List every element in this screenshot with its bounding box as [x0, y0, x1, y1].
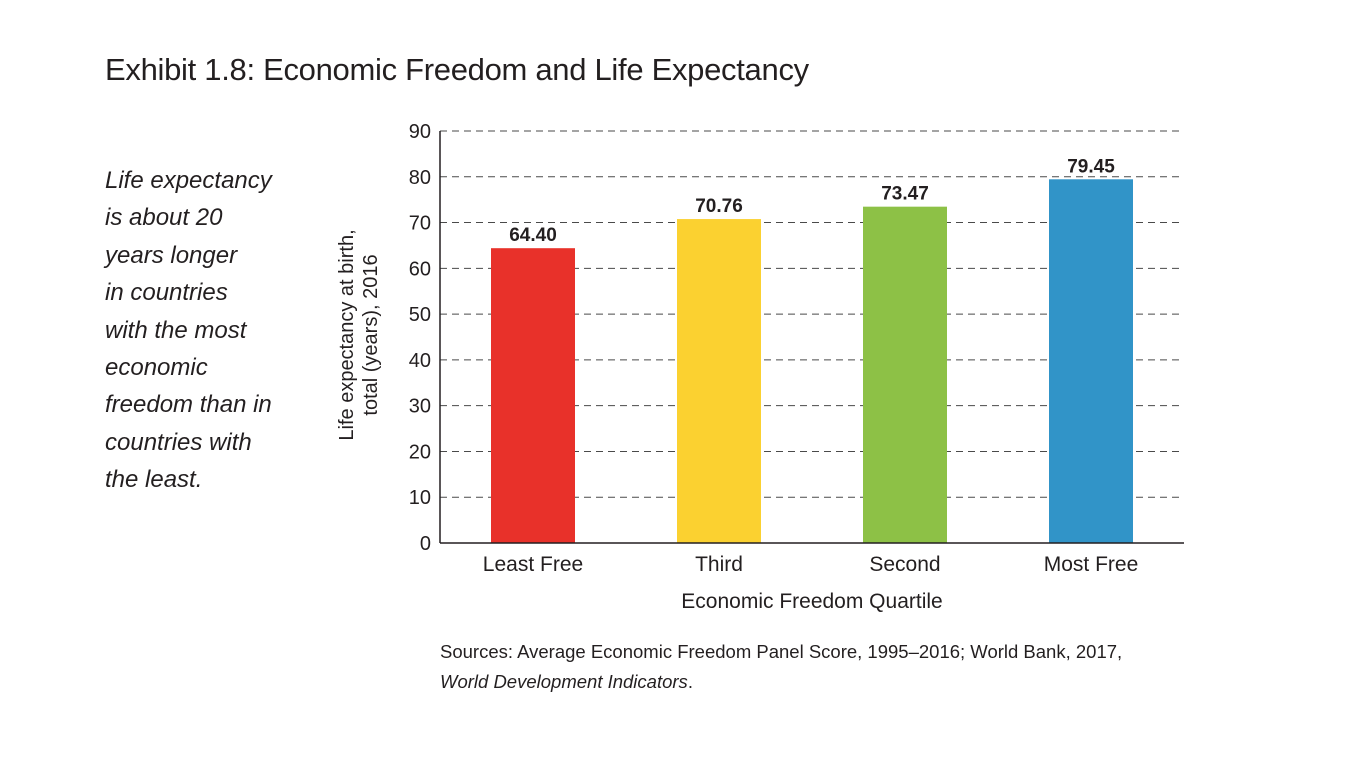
- axes: [439, 131, 1184, 544]
- y-tick-label: 70: [409, 213, 431, 235]
- caption-line: years longer: [105, 241, 238, 269]
- sources-note: Sources: Average Economic Freedom Panel …: [440, 637, 1122, 697]
- y-tick-label: 90: [409, 121, 431, 143]
- caption-line: freedom than in: [105, 391, 272, 419]
- caption-line: countries with: [105, 428, 252, 456]
- caption-line: with the most: [105, 316, 247, 344]
- x-tick-label: Third: [695, 553, 743, 576]
- labels: 0 10 20 30 40 50 60 70 80 90 64.40 Least Free 70.76 T…: [336, 121, 1138, 613]
- caption-text: Life expectancy is about 20 years longer…: [105, 162, 305, 499]
- y-axis-title-line: total (years), 2016: [360, 254, 382, 415]
- bar: [863, 206, 947, 544]
- data-label: 64.40: [509, 225, 557, 246]
- caption-line: is about 20: [105, 204, 223, 232]
- bar: [1049, 179, 1133, 543]
- caption-line: the least.: [105, 466, 203, 494]
- caption-line: in countries: [105, 279, 228, 307]
- y-tick-label: 40: [409, 350, 431, 372]
- caption-line: economic: [105, 354, 208, 382]
- x-tick-label: Second: [869, 553, 940, 576]
- y-tick-label: 0: [420, 533, 431, 555]
- y-tick-label: 60: [409, 258, 431, 280]
- y-axis-title-line: Life expectancy at birth,: [336, 229, 358, 440]
- x-axis-title: Economic Freedom Quartile: [681, 590, 942, 613]
- sources-line: World Development Indicators.: [440, 667, 1122, 697]
- y-tick-label: 30: [409, 396, 431, 418]
- data-label: 70.76: [695, 196, 743, 217]
- data-label: 73.47: [881, 184, 929, 205]
- data-label: 79.45: [1067, 156, 1115, 177]
- y-tick-label: 80: [409, 167, 431, 189]
- sources-publication: World Development Indicators: [440, 671, 688, 692]
- chart-title: Exhibit 1.8: Economic Freedom and Life E…: [105, 52, 809, 87]
- bar: [491, 248, 575, 544]
- x-tick-label: Most Free: [1044, 553, 1139, 576]
- y-tick-label: 50: [409, 304, 431, 326]
- bar: [677, 219, 761, 543]
- y-tick-label: 10: [409, 487, 431, 509]
- y-axis-title: Life expectancy at birth, total (years), …: [336, 229, 382, 440]
- y-tick-label: 20: [409, 441, 431, 463]
- sources-suffix: .: [687, 671, 693, 692]
- caption-line: Life expectancy: [105, 167, 272, 194]
- bars: [491, 179, 1133, 544]
- x-tick-label: Least Free: [483, 553, 583, 576]
- sources-line: Sources: Average Economic Freedom Panel …: [440, 641, 1123, 662]
